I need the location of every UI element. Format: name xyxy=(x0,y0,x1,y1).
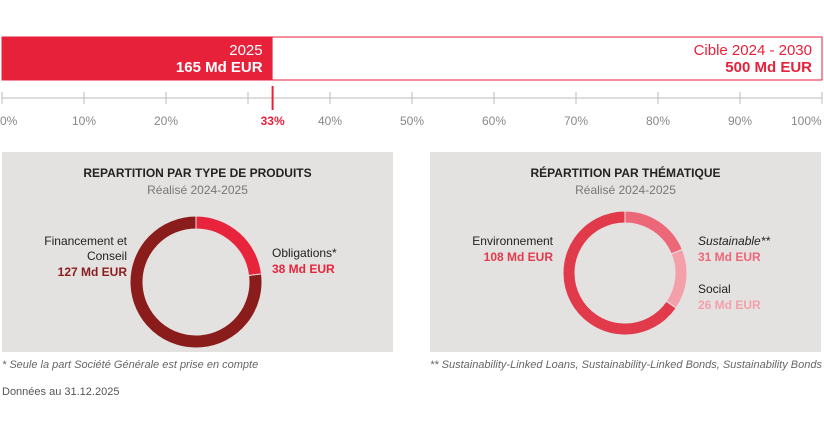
category-label: Sustainable** xyxy=(698,234,771,248)
footnote: * Seule la part Société Générale est pri… xyxy=(2,359,259,371)
target-value: 500 Md EUR xyxy=(725,59,812,76)
donut-segment xyxy=(665,248,688,309)
segment-label: Sustainable** 31 Md EUR xyxy=(698,234,770,265)
x-tick-label: 20% xyxy=(154,114,179,128)
value-label: 38 Md EUR xyxy=(272,262,335,276)
target-label: Cible 2024 - 2030 xyxy=(693,42,812,59)
donut-segment xyxy=(195,215,263,277)
footnote: ** Sustainability-Linked Loans, Sustaina… xyxy=(430,359,822,371)
x-tick-label: 70% xyxy=(564,114,589,128)
panel xyxy=(430,152,821,352)
category-label: Environnement xyxy=(472,234,553,248)
panel-subtitle: Réalisé 2024-2025 xyxy=(575,183,676,197)
panel xyxy=(2,152,393,352)
note: Données au 31.12.2025 xyxy=(2,386,120,398)
donut-segment xyxy=(129,215,263,349)
segment-label: Social 26 Md EUR xyxy=(698,282,761,313)
current-label: 2025 xyxy=(229,42,263,59)
x-tick-label: 80% xyxy=(646,114,671,128)
x-tick-label: 0% xyxy=(0,114,18,128)
segment-label: Financement et Conseil 127 Md EUR xyxy=(37,234,127,280)
value-label: 108 Md EUR xyxy=(483,250,553,264)
category-label: Social xyxy=(698,282,731,296)
x-tick-label: 10% xyxy=(72,114,97,128)
category-label: Obligations* xyxy=(272,246,337,260)
x-tick-label: 60% xyxy=(482,114,507,128)
panel-title: REPARTITION PAR TYPE DE PRODUITS xyxy=(83,166,312,180)
segment-label: Environnement 108 Md EUR xyxy=(472,234,553,265)
x-tick-label: 100% xyxy=(791,114,822,128)
panel-subtitle: Réalisé 2024-2025 xyxy=(147,183,248,197)
x-tick-label: 90% xyxy=(728,114,753,128)
x-tick-label: 40% xyxy=(318,114,343,128)
segment-label: Obligations* 38 Md EUR xyxy=(272,246,337,277)
value-label: 31 Md EUR xyxy=(698,250,761,264)
value-label: 26 Md EUR xyxy=(698,298,761,312)
category-label: Financement et Conseil xyxy=(44,234,127,263)
x-tick-label: 50% xyxy=(400,114,425,128)
panel-title: RÉPARTITION PAR THÉMATIQUE xyxy=(530,166,721,180)
current-value: 165 Md EUR xyxy=(175,59,263,76)
value-label: 127 Md EUR xyxy=(57,265,127,279)
progress-bar xyxy=(2,37,273,80)
marker-label: 33% xyxy=(260,114,285,128)
